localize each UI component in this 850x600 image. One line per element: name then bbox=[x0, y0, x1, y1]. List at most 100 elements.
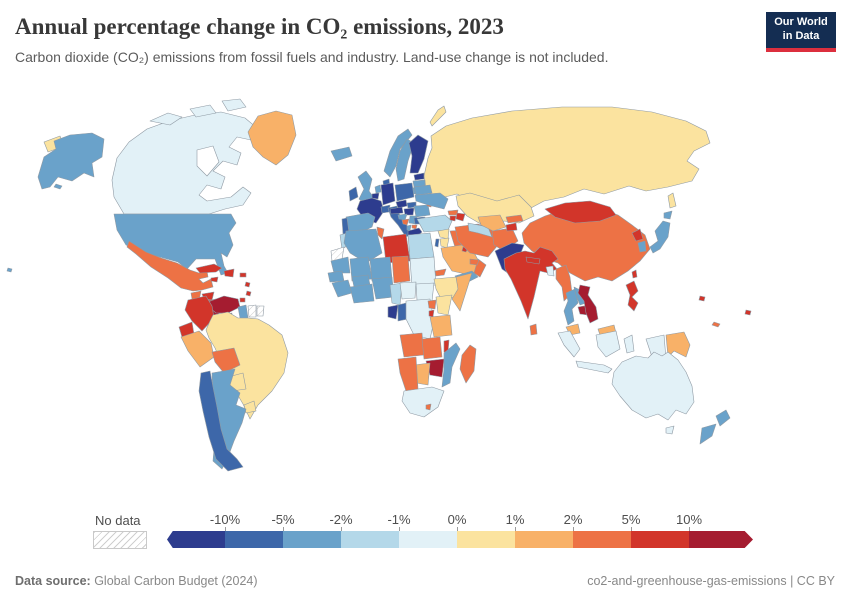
country-belgium[interactable] bbox=[371, 192, 380, 200]
country-lesotho[interactable] bbox=[425, 403, 432, 411]
country-jordan[interactable] bbox=[439, 237, 450, 249]
country-australia[interactable] bbox=[611, 351, 695, 421]
country-bangladesh[interactable] bbox=[545, 265, 555, 277]
country-hispaniola[interactable] bbox=[223, 268, 235, 278]
country-fiji[interactable] bbox=[744, 309, 752, 316]
country-south-korea[interactable] bbox=[637, 240, 647, 253]
country-canada-arctic-2[interactable] bbox=[189, 104, 217, 118]
country-suriname[interactable] bbox=[247, 304, 257, 318]
country-sri-lanka[interactable] bbox=[529, 323, 538, 336]
country-philippines[interactable] bbox=[625, 280, 639, 312]
country-canada[interactable] bbox=[111, 111, 258, 215]
country-guyana[interactable] bbox=[237, 304, 249, 319]
country-brazil[interactable] bbox=[205, 311, 289, 420]
country-uzbekistan[interactable] bbox=[477, 214, 507, 232]
country-somalia[interactable] bbox=[451, 272, 473, 312]
country-canada-arctic-3[interactable] bbox=[221, 98, 247, 112]
legend-bin-6[interactable] bbox=[515, 531, 573, 548]
legend-bin-8[interactable] bbox=[631, 531, 689, 548]
country-israel[interactable] bbox=[434, 238, 440, 248]
country-solomon-islands[interactable] bbox=[698, 295, 706, 302]
country-puerto-rico[interactable] bbox=[239, 272, 247, 278]
country-usa-aleutians[interactable] bbox=[53, 183, 63, 190]
country-uganda[interactable] bbox=[427, 299, 437, 310]
country-rwanda-burundi[interactable] bbox=[428, 309, 435, 318]
country-tanzania[interactable] bbox=[429, 314, 453, 338]
country-guinea[interactable] bbox=[331, 279, 353, 298]
country-switzerland[interactable] bbox=[380, 204, 391, 214]
legend-bin-0[interactable] bbox=[167, 531, 225, 548]
country-cuba[interactable] bbox=[195, 263, 223, 274]
country-indonesia-sulawesi[interactable] bbox=[623, 334, 635, 354]
country-central-african-republic[interactable] bbox=[399, 281, 417, 300]
country-lesser-antilles-2[interactable] bbox=[245, 290, 252, 297]
legend-no-data-swatch[interactable] bbox=[93, 531, 147, 549]
country-mauritania[interactable] bbox=[330, 256, 351, 274]
owid-logo[interactable]: Our World in Data bbox=[766, 12, 836, 52]
country-trinidad[interactable] bbox=[239, 297, 246, 303]
country-gabon[interactable] bbox=[387, 304, 399, 320]
country-greenland[interactable] bbox=[247, 110, 297, 166]
country-romania[interactable] bbox=[413, 204, 431, 218]
country-jamaica[interactable] bbox=[210, 276, 219, 283]
legend-bin-1[interactable] bbox=[225, 531, 283, 548]
country-austria[interactable] bbox=[389, 206, 404, 215]
country-finland[interactable] bbox=[408, 134, 429, 174]
country-new-zealand-north[interactable] bbox=[715, 409, 731, 427]
country-colombia[interactable] bbox=[184, 295, 215, 332]
country-iceland[interactable] bbox=[330, 146, 353, 162]
country-new-caledonia[interactable] bbox=[711, 321, 721, 328]
country-chad[interactable] bbox=[391, 255, 411, 284]
country-indonesia-kalimantan[interactable] bbox=[595, 330, 621, 358]
country-poland[interactable] bbox=[394, 182, 415, 202]
country-croatia[interactable] bbox=[397, 213, 408, 221]
legend-bin-2[interactable] bbox=[283, 531, 341, 548]
country-uae[interactable] bbox=[469, 258, 480, 266]
country-russia-sakhalin[interactable] bbox=[667, 192, 677, 209]
legend-bin-7[interactable] bbox=[573, 531, 631, 548]
country-ireland[interactable] bbox=[348, 186, 359, 202]
country-indonesia-java[interactable] bbox=[575, 360, 613, 374]
country-vietnam[interactable] bbox=[577, 284, 599, 324]
country-indonesia-sumatra[interactable] bbox=[557, 330, 581, 358]
legend-bin-9[interactable] bbox=[689, 531, 753, 548]
country-japan-hokkaido[interactable] bbox=[663, 210, 673, 220]
country-angola[interactable] bbox=[399, 332, 425, 358]
country-usa-alaska[interactable] bbox=[37, 132, 105, 190]
country-taiwan[interactable] bbox=[631, 269, 638, 279]
country-belarus[interactable] bbox=[413, 184, 433, 196]
country-norway[interactable] bbox=[383, 128, 413, 178]
country-bosnia[interactable] bbox=[401, 218, 410, 226]
country-senegal[interactable] bbox=[327, 270, 345, 283]
country-tajikistan[interactable] bbox=[505, 222, 518, 232]
footer-link[interactable]: co2-and-greenhouse-gas-emissions | CC BY bbox=[587, 574, 835, 588]
country-ghana-cote-divoire[interactable] bbox=[349, 283, 375, 304]
country-lesser-antilles-1[interactable] bbox=[244, 281, 251, 288]
country-australia-tasmania[interactable] bbox=[665, 425, 675, 435]
country-zambia[interactable] bbox=[421, 336, 443, 360]
country-north-korea[interactable] bbox=[631, 228, 644, 242]
country-north-macedonia[interactable] bbox=[411, 224, 418, 230]
country-tunisia[interactable] bbox=[376, 226, 385, 240]
country-egypt[interactable] bbox=[407, 232, 435, 260]
country-mexico[interactable] bbox=[126, 240, 214, 292]
legend-bin-4[interactable] bbox=[399, 531, 457, 548]
country-french-guiana[interactable] bbox=[256, 305, 265, 317]
country-japan-honshu[interactable] bbox=[649, 220, 671, 254]
country-new-zealand-south[interactable] bbox=[699, 423, 717, 445]
country-kyrgyzstan[interactable] bbox=[505, 214, 524, 224]
country-usa-hawaii[interactable] bbox=[6, 267, 13, 273]
country-syria[interactable] bbox=[437, 228, 450, 240]
country-czechia[interactable] bbox=[395, 199, 408, 209]
country-namibia[interactable] bbox=[397, 356, 419, 392]
country-mongolia[interactable] bbox=[544, 200, 617, 224]
country-south-africa[interactable] bbox=[401, 386, 445, 418]
country-canada-arctic-1[interactable] bbox=[149, 112, 183, 126]
country-mozambique[interactable] bbox=[441, 342, 461, 388]
country-azerbaijan[interactable] bbox=[455, 212, 466, 222]
country-nepal[interactable] bbox=[525, 256, 541, 265]
country-hungary[interactable] bbox=[403, 207, 415, 216]
country-netherlands[interactable] bbox=[374, 184, 382, 194]
legend-bin-5[interactable] bbox=[457, 531, 515, 548]
country-south-sudan[interactable] bbox=[415, 282, 435, 302]
